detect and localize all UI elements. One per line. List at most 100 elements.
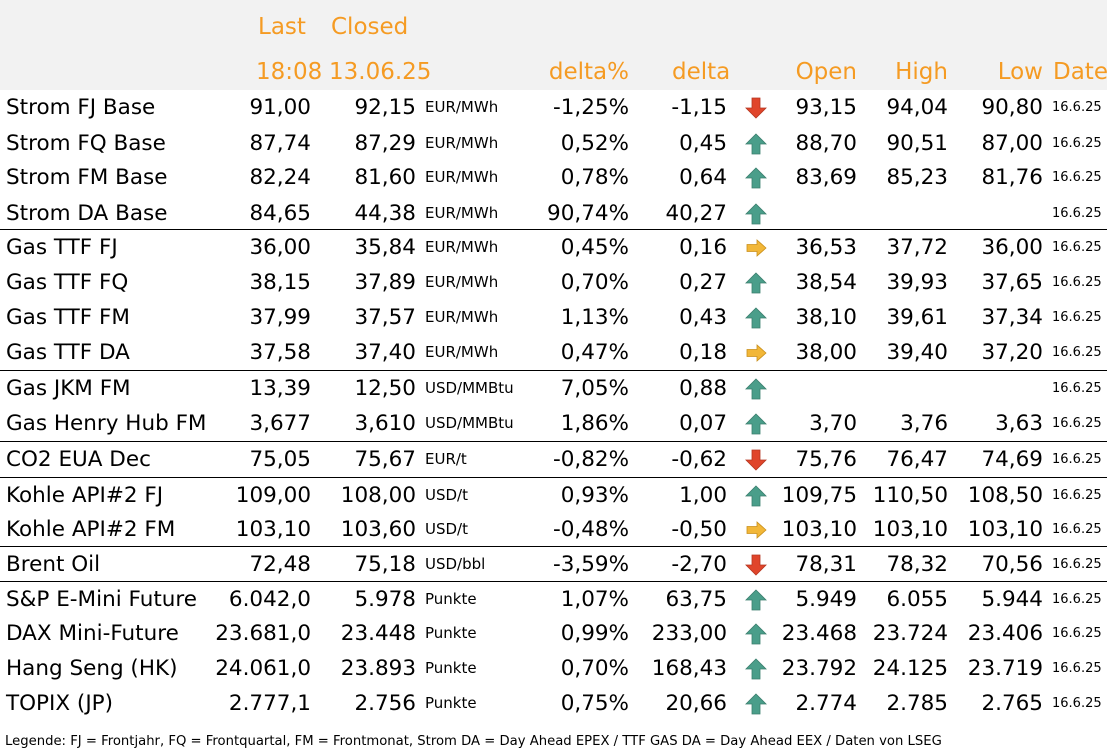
delta-value: 0,43 (679, 305, 727, 330)
delta-percent: 0,78% (560, 165, 629, 190)
unit-label: Punkte (425, 624, 477, 642)
last-value: 82,24 (249, 165, 311, 190)
low-value: 37,65 (981, 270, 1043, 295)
table-row: DAX Mini-Future 23.681,0 23.448 Punkte 0,99%… (0, 616, 1107, 651)
row-name: Hang Seng (HK) (6, 656, 178, 681)
arrow-up-icon (745, 658, 767, 680)
last-value: 6.042,0 (228, 587, 311, 612)
open-value: 109,75 (781, 483, 857, 508)
delta-value: 20,66 (665, 691, 727, 716)
header-high: High (895, 59, 948, 85)
delta-percent: 90,74% (547, 201, 629, 226)
date-value: 16.6.25 (1052, 240, 1102, 255)
delta-value: 0,16 (679, 235, 727, 260)
low-value: 81,76 (981, 165, 1043, 190)
last-value: 75,05 (249, 447, 311, 472)
closed-value: 37,40 (354, 340, 416, 365)
header-last-time: 18:08 (256, 59, 323, 85)
low-value: 23.406 (967, 621, 1043, 646)
open-value: 2.774 (795, 691, 857, 716)
header-closed-date: 13.06.25 (329, 59, 432, 85)
unit-label: EUR/MWh (425, 204, 499, 222)
low-value: 3,63 (995, 411, 1043, 436)
delta-percent: 0,70% (560, 656, 629, 681)
delta-percent: 0,99% (560, 621, 629, 646)
date-value: 16.6.25 (1052, 488, 1102, 503)
table-row: Strom DA Base 84,65 44,38 EUR/MWh 90,74% 40,2… (0, 196, 1107, 231)
last-value: 38,15 (249, 270, 311, 295)
delta-value: -0,50 (671, 517, 727, 542)
unit-label: EUR/t (425, 450, 467, 468)
unit-label: EUR/MWh (425, 343, 499, 361)
date-value: 16.6.25 (1052, 522, 1102, 537)
open-value: 3,70 (809, 411, 857, 436)
last-value: 72,48 (249, 552, 311, 577)
unit-label: EUR/MWh (425, 308, 499, 326)
unit-label: Punkte (425, 659, 477, 677)
closed-value: 92,15 (354, 95, 416, 120)
high-value: 90,51 (886, 131, 948, 156)
low-value: 23.719 (967, 656, 1043, 681)
row-name: Gas TTF FM (6, 305, 130, 330)
arrow-up-icon (745, 203, 767, 225)
arrow-right-icon (746, 344, 767, 362)
delta-value: 0,45 (679, 131, 727, 156)
last-value: 2.777,1 (228, 691, 311, 716)
delta-percent: 0,52% (560, 131, 629, 156)
closed-value: 12,50 (354, 376, 416, 401)
unit-label: USD/MMBtu (425, 414, 514, 432)
unit-label: EUR/MWh (425, 238, 499, 256)
unit-label: Punkte (425, 694, 477, 712)
row-name: Gas JKM FM (6, 376, 131, 401)
high-value: 94,04 (886, 95, 948, 120)
delta-percent: -0,48% (552, 517, 629, 542)
open-value: 103,10 (781, 517, 857, 542)
open-value: 88,70 (795, 131, 857, 156)
row-name: Gas TTF FJ (6, 235, 118, 260)
high-value: 6.055 (886, 587, 948, 612)
table-row: TOPIX (JP) 2.777,1 2.756 Punkte 0,75% 20,66 2.… (0, 686, 1107, 721)
row-name: Kohle API#2 FJ (6, 483, 164, 508)
table-row: Gas TTF FQ 38,15 37,89 EUR/MWh 0,70% 0,27 38,5… (0, 265, 1107, 300)
table-row: Strom FQ Base 87,74 87,29 EUR/MWh 0,52% 0,45 8… (0, 126, 1107, 161)
row-name: Kohle API#2 FM (6, 517, 176, 542)
high-value: 39,40 (886, 340, 948, 365)
header-date: Date (1053, 59, 1108, 85)
delta-value: 0,64 (679, 165, 727, 190)
table-header: Last Closed 18:08 13.06.25 delta% delta … (0, 0, 1108, 90)
open-value: 5.949 (795, 587, 857, 612)
arrow-up-icon (745, 589, 767, 611)
unit-label: USD/MMBtu (425, 379, 514, 397)
delta-value: 63,75 (665, 587, 727, 612)
arrow-up-icon (745, 272, 767, 294)
closed-value: 75,18 (354, 552, 416, 577)
table-row: Strom FM Base 82,24 81,60 EUR/MWh 0,78% 0,64 8… (0, 160, 1107, 195)
open-value: 38,00 (795, 340, 857, 365)
delta-percent: 7,05% (560, 376, 629, 401)
date-value: 16.6.25 (1052, 100, 1102, 115)
unit-label: EUR/MWh (425, 273, 499, 291)
unit-label: USD/t (425, 486, 468, 504)
delta-percent: -1,25% (552, 95, 629, 120)
closed-value: 3,610 (354, 411, 416, 436)
legend-footnote: Legende: FJ = Frontjahr, FQ = Frontquart… (5, 734, 942, 749)
last-value: 109,00 (235, 483, 311, 508)
row-name: Strom FM Base (6, 165, 168, 190)
delta-percent: 0,47% (560, 340, 629, 365)
row-name: S&P E-Mini Future (6, 587, 197, 612)
last-value: 13,39 (249, 376, 311, 401)
low-value: 74,69 (981, 447, 1043, 472)
closed-value: 23.448 (340, 621, 416, 646)
table-row: Hang Seng (HK) 24.061,0 23.893 Punkte 0,70% 1… (0, 651, 1107, 686)
date-value: 16.6.25 (1052, 626, 1102, 641)
arrow-up-icon (745, 413, 767, 435)
delta-value: 233,00 (651, 621, 727, 646)
table-row: Gas TTF FJ 36,00 35,84 EUR/MWh 0,45% 0,16 36,5… (0, 229, 1107, 265)
delta-percent: -0,82% (552, 447, 629, 472)
arrow-up-icon (745, 378, 767, 400)
closed-value: 2.756 (354, 691, 416, 716)
date-value: 16.6.25 (1052, 136, 1102, 151)
row-name: DAX Mini-Future (6, 621, 179, 646)
last-value: 37,99 (249, 305, 311, 330)
arrow-up-icon (745, 133, 767, 155)
